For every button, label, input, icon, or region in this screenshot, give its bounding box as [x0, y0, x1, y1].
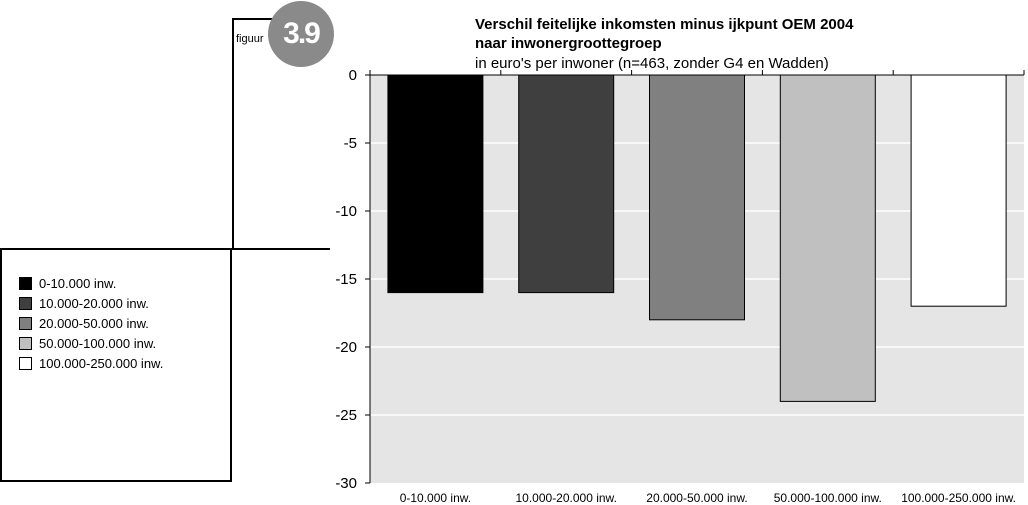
legend-swatch: [19, 297, 32, 310]
y-tick-label: -15: [335, 271, 357, 288]
frame-top-line: [232, 18, 272, 20]
bar: [387, 74, 484, 294]
legend-item: 100.000-250.000 inw.: [19, 356, 163, 371]
figure-label: figuur: [236, 33, 264, 45]
legend-label: 10.000-20.000 inw.: [39, 296, 149, 311]
frame-left-line: [232, 18, 234, 250]
chart-title: Verschil feitelijke inkomsten minus ijkp…: [475, 15, 853, 53]
figure-number-badge: 3.9: [268, 1, 334, 67]
y-tick-label: -5: [344, 135, 357, 152]
bar: [518, 74, 615, 294]
x-tick-label: 100.000-250.000 inw.: [901, 491, 1016, 505]
bar: [910, 74, 1007, 307]
legend-item: 50.000-100.000 inw.: [19, 336, 156, 351]
legend-item: 10.000-20.000 inw.: [19, 296, 149, 311]
y-tick-label: -10: [335, 203, 357, 220]
chart-title-line-1: Verschil feitelijke inkomsten minus ijkp…: [475, 16, 854, 33]
bar: [649, 74, 745, 321]
legend-swatch: [19, 277, 32, 290]
y-tick-label: -30: [335, 475, 357, 492]
legend-label: 20.000-50.000 inw.: [39, 316, 149, 331]
legend-label: 0-10.000 inw.: [39, 276, 117, 291]
legend-item: 20.000-50.000 inw.: [19, 316, 149, 331]
legend-swatch: [19, 357, 32, 370]
y-tick-label: -20: [335, 339, 357, 356]
x-tick-label: 10.000-20.000 inw.: [515, 491, 616, 505]
y-tick-label: 0: [349, 67, 357, 84]
x-tick-label: 0-10.000 inw.: [400, 491, 471, 505]
x-tick-label: 50.000-100.000 inw.: [774, 491, 882, 505]
y-tick-label: -25: [335, 407, 357, 424]
legend-item: 0-10.000 inw.: [19, 276, 116, 291]
legend-label: 100.000-250.000 inw.: [39, 356, 164, 371]
chart-subtitle: in euro's per inwoner (n=463, zonder G4 …: [475, 55, 829, 72]
legend-label: 50.000-100.000 inw.: [39, 336, 157, 351]
chart-title-line-2: naar inwonergroottegroep: [475, 35, 662, 52]
legend-swatch: [19, 317, 32, 330]
legend-swatch: [19, 337, 32, 350]
legend: 0-10.000 inw. 10.000-20.000 inw. 20.000-…: [0, 248, 232, 482]
x-tick-label: 20.000-50.000 inw.: [646, 491, 747, 505]
bar: [779, 74, 876, 402]
